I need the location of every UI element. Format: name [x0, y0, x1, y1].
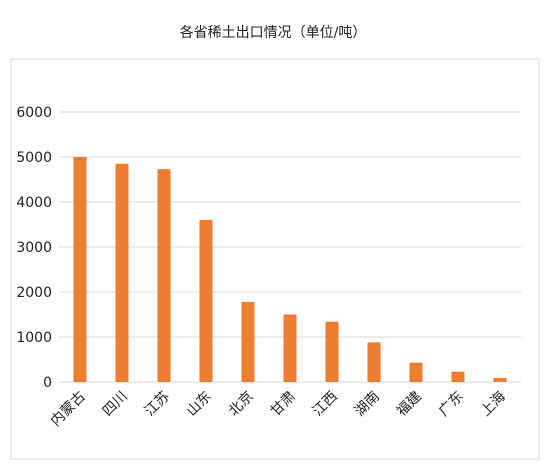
gridlines [59, 111, 521, 383]
bar-10 [493, 377, 507, 382]
bar-6 [325, 321, 339, 382]
bars [73, 157, 507, 382]
bar-2 [157, 169, 171, 382]
x-axis: 内蒙古 四川 江苏 山东 北京 甘肃 江西 湖南 福建 广东 上海 [48, 389, 509, 430]
bar-1 [115, 163, 129, 382]
y-tick-label: 2000 [16, 285, 52, 301]
x-tick-label: 广东 [436, 389, 467, 420]
y-tick-label: 4000 [16, 195, 52, 211]
y-tick-label: 5000 [16, 150, 52, 166]
x-tick-label: 内蒙古 [48, 389, 89, 430]
y-tick-label: 3000 [16, 240, 52, 256]
chart-title: 各省稀土出口情况（单位/吨） [180, 25, 367, 41]
x-tick-label: 甘肃 [268, 389, 299, 420]
x-tick-label: 江西 [310, 389, 341, 420]
y-tick-label: 0 [43, 375, 52, 391]
x-tick-label: 四川 [100, 389, 131, 420]
bar-9 [451, 371, 465, 382]
bar-7 [367, 342, 381, 382]
x-tick-label: 上海 [478, 389, 509, 420]
bar-8 [409, 362, 423, 382]
x-tick-label: 山东 [184, 389, 215, 420]
x-tick-label: 福建 [394, 389, 425, 420]
bar-5 [283, 314, 297, 382]
y-axis: 0 1000 2000 3000 4000 5000 6000 [16, 105, 52, 391]
bar-0 [73, 157, 87, 382]
y-tick-label: 1000 [16, 330, 52, 346]
y-tick-label: 6000 [16, 105, 52, 121]
x-tick-label: 江苏 [142, 389, 173, 420]
x-tick-label: 湖南 [352, 389, 383, 420]
bar-3 [199, 220, 213, 382]
x-tick-label: 北京 [226, 389, 257, 420]
plot-frame [10, 58, 540, 460]
bar-4 [241, 301, 255, 382]
